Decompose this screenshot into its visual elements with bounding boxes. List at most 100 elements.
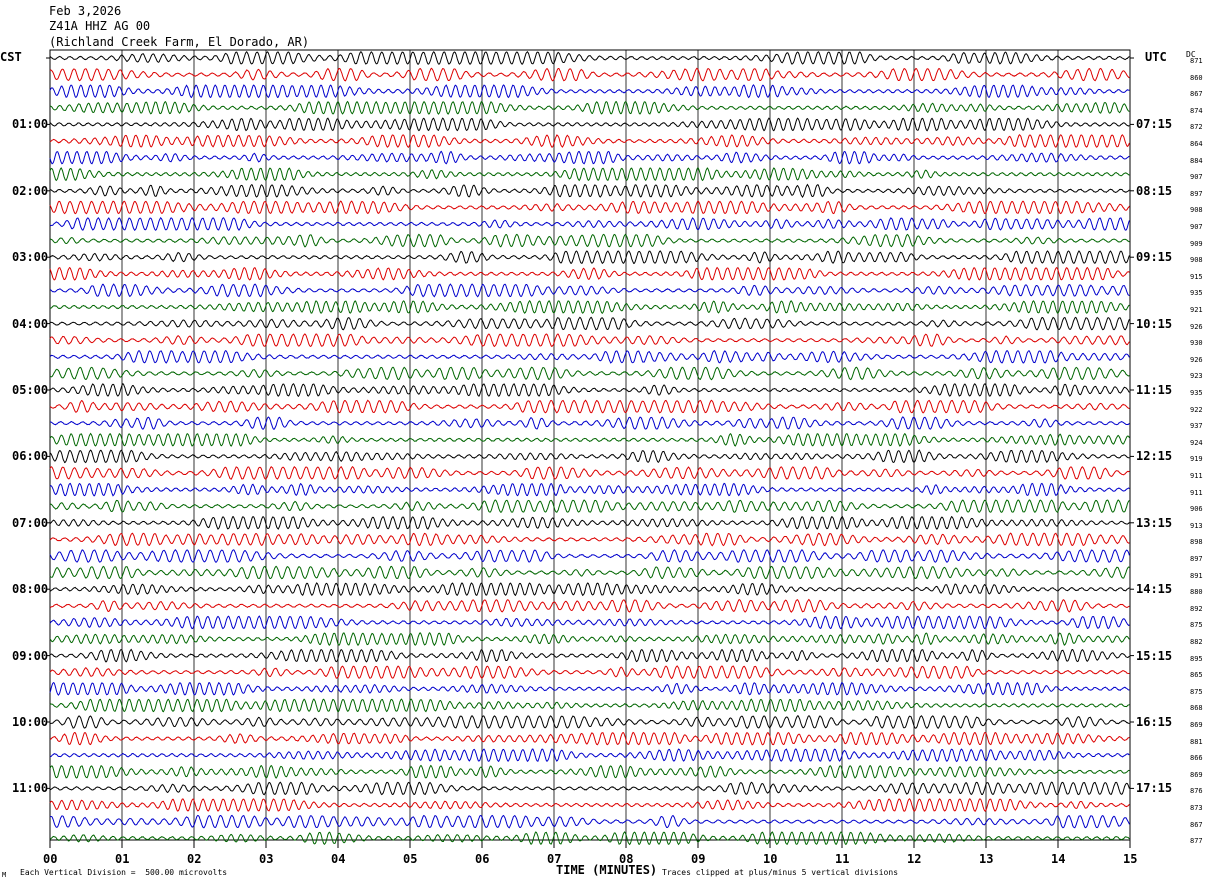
hour-label-local: 03:00 [12,250,49,265]
chart-date: Feb 3,2026 [49,4,122,18]
dc-offset-value: 911 [1190,472,1203,480]
vertical-scale-note: Each Vertical Division = 500.00 microvol… [20,868,228,877]
dc-offset-value: 924 [1190,438,1203,447]
dc-offset-value: 882 [1190,638,1203,646]
hour-label-utc: 07:15 [1136,117,1173,132]
dc-offset-value: 897 [1190,555,1203,563]
seismic-trace [49,582,1130,597]
hour-label-utc: 10:15 [1136,316,1173,331]
hour-label-utc: 17:15 [1136,781,1173,796]
dc-offset-value: 869 [1190,770,1203,779]
dc-offset-value: 926 [1190,355,1203,364]
dc-offset-value: 881 [1190,737,1203,746]
hour-label-utc: 15:15 [1136,648,1173,663]
hour-label-utc: 11:15 [1136,383,1173,397]
x-tick-label: 07 [547,852,562,866]
seismic-trace [49,399,1130,414]
dc-offset-value: 875 [1190,621,1203,630]
x-tick-label: 15 [1123,852,1138,866]
dc-offset-value: 867 [1190,90,1203,99]
dc-offset-value: 935 [1190,289,1203,298]
seismic-trace [49,764,1130,779]
dc-offset-value: 869 [1190,721,1203,729]
seismic-trace [49,665,1130,680]
dc-offset-header: DC [1186,50,1196,59]
seismic-trace [49,150,1130,165]
dc-offset-value: 919 [1190,455,1203,464]
hour-label-utc: 16:15 [1136,715,1173,729]
dc-offset-value: 880 [1190,588,1203,597]
seismic-trace [49,349,1130,364]
dc-offset-value: 907 [1190,173,1203,182]
seismic-trace [49,316,1130,331]
dc-offset-value: 921 [1190,306,1203,314]
dc-offset-value: 898 [1190,538,1203,547]
dc-offset-value: 864 [1190,140,1203,148]
dc-offset-value: 876 [1190,787,1203,796]
dc-offset-value: 915 [1190,272,1203,281]
seismic-trace [49,432,1130,447]
seismic-trace [49,134,1130,149]
seismic-trace [49,117,1130,132]
seismic-trace [49,84,1130,99]
seismic-trace [49,333,1130,348]
hour-label-local: 08:00 [12,582,49,597]
seismic-trace [49,283,1130,298]
seismic-trace [49,797,1130,813]
hour-label-local: 10:00 [12,715,49,729]
seismic-trace [49,565,1130,580]
seismic-trace [49,598,1130,613]
x-tick-label: 03 [259,852,274,866]
x-tick-label: 05 [403,852,418,866]
logo-mark: M [2,871,7,879]
dc-offset-value: 937 [1190,422,1203,431]
seismic-trace [49,499,1130,513]
dc-offset-value: 930 [1190,339,1203,348]
dc-offset-value: 877 [1190,837,1203,846]
seismic-trace [49,67,1130,82]
hour-label-utc: 08:15 [1136,183,1173,198]
dc-offset-value: 873 [1190,804,1203,812]
dc-offset-value: 866 [1190,754,1203,763]
dc-offset-value: 907 [1190,223,1203,231]
seismic-trace [49,831,1130,846]
timezone-right-label: UTC [1145,50,1167,64]
dc-offset-value: 865 [1190,671,1203,680]
x-tick-label: 14 [1051,852,1066,866]
seismic-trace [49,100,1130,115]
clipping-note: Traces clipped at plus/minus 5 vertical … [662,868,899,877]
seismic-trace [49,383,1130,397]
x-tick-label: 08 [619,852,634,866]
hour-label-local: 09:00 [12,648,49,663]
x-axis-title: TIME (MINUTES) [556,863,658,877]
dc-offset-value: 908 [1190,206,1203,215]
hour-label-local: 05:00 [12,383,49,397]
dc-offset-value: 872 [1190,123,1203,132]
seismic-trace [49,366,1130,381]
x-tick-label: 11 [835,852,850,866]
x-tick-label: 04 [331,852,346,866]
seismic-trace [49,466,1130,480]
seismic-trace [49,632,1130,647]
x-tick-label: 06 [475,852,490,866]
hour-label-local: 01:00 [12,117,49,132]
seismic-trace [49,648,1130,663]
seismic-trace [49,233,1130,248]
seismic-trace [49,416,1130,430]
dc-offset-value: 926 [1190,322,1203,331]
hour-label-local: 04:00 [12,316,49,331]
dc-offset-value: 908 [1190,256,1203,265]
seismic-trace [49,50,1130,65]
dc-offset-value: 860 [1190,73,1203,82]
seismic-trace [49,200,1130,215]
seismic-trace [49,482,1130,497]
dc-offset-value: 868 [1190,704,1203,713]
seismic-trace [49,548,1130,563]
dc-offset-value: 874 [1190,106,1203,115]
hour-label-utc: 14:15 [1136,582,1173,597]
dc-offset-value: 911 [1190,488,1203,497]
seismic-trace [49,167,1130,182]
x-tick-label: 09 [691,852,706,866]
x-tick-label: 12 [907,852,922,866]
seismic-trace [49,515,1130,530]
